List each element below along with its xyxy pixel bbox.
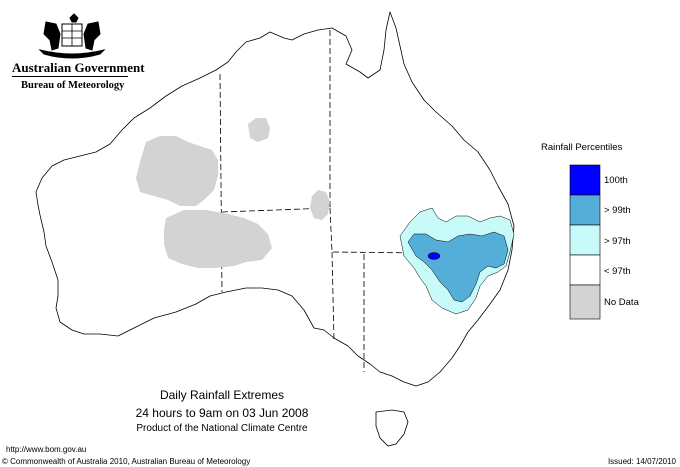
legend-label-no-data: No Data — [604, 297, 639, 308]
legend-label-99th: > 99th — [604, 205, 631, 216]
coat-of-arms-emblem — [38, 13, 106, 59]
map-period: 24 hours to 9am on 03 Jun 2008 — [135, 406, 309, 420]
legend-swatch-99th — [569, 194, 601, 226]
copyright-notice: © Commonwealth of Australia 2010, Austra… — [2, 457, 251, 466]
legend-label-below-97th: < 97th — [604, 266, 631, 277]
legend-swatch-no-data — [569, 284, 601, 320]
logo-divider — [12, 76, 128, 77]
legend-swatch-below-97th — [569, 254, 601, 286]
legend-swatch-100th — [569, 164, 601, 196]
legend-swatch-97th — [569, 224, 601, 256]
australia-coastline — [35, 11, 515, 387]
government-name: Australian Government — [12, 60, 145, 75]
legend-label-97th: > 97th — [604, 236, 631, 247]
issued-date: Issued: 14/07/2010 — [607, 457, 676, 466]
above-99th-region — [407, 231, 509, 303]
map-product: Product of the National Climate Centre — [136, 423, 308, 434]
tasmania-coastline — [375, 409, 409, 447]
legend-label-100th: 100th — [604, 175, 628, 186]
map-title: Daily Rainfall Extremes — [159, 388, 285, 402]
bom-url: http://www.bom.gov.au — [6, 445, 87, 454]
legend-swatches — [569, 164, 601, 320]
no-data-areas — [136, 118, 330, 268]
bureau-name: Bureau of Meteorology — [21, 80, 125, 91]
100th-percentile-region — [427, 252, 441, 260]
legend-title: Rainfall Percentiles — [541, 142, 623, 153]
